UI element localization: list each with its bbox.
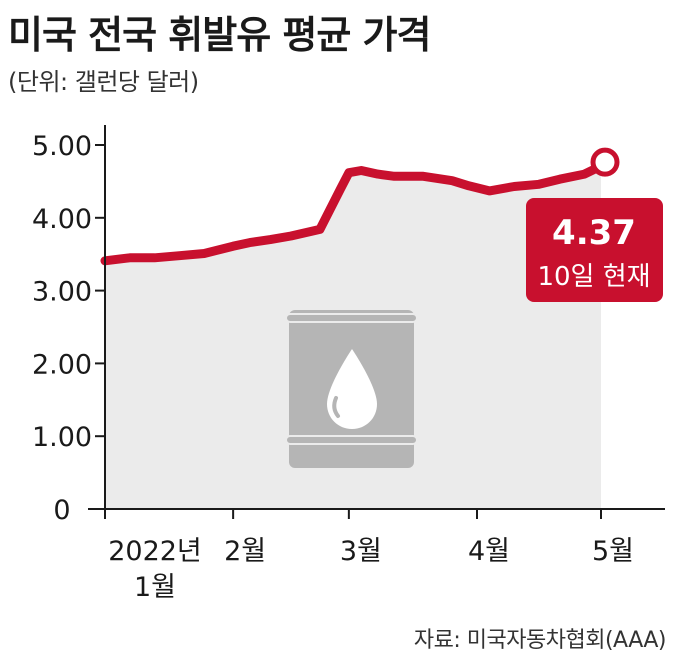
x-tick-label: 4월 xyxy=(468,536,510,567)
callout-value-label: 4.37 xyxy=(552,213,636,253)
y-tick-label: 3.00 xyxy=(32,277,92,308)
y-tick-label: 5.00 xyxy=(32,131,92,162)
oil-barrel-icon xyxy=(285,310,418,468)
y-tick-label: 2.00 xyxy=(32,349,92,380)
y-tick-label: 1.00 xyxy=(32,422,92,453)
x-tick-label: 2022년 xyxy=(108,536,202,567)
series-line xyxy=(100,161,606,266)
y-tick-label: 0 xyxy=(53,495,70,526)
x-tick-label: 5월 xyxy=(592,536,634,567)
latest-point-marker xyxy=(590,147,620,177)
x-tick-label: 3월 xyxy=(340,536,382,567)
y-tick-label: 4.00 xyxy=(32,204,92,235)
callout-date-label: 10일 현재 xyxy=(537,262,650,292)
chart-title: 미국 전국 휘발유 평균 가격 xyxy=(8,13,431,57)
chart-subtitle: (단위: 갤런당 달러) xyxy=(8,68,199,96)
current-value-callout: 4.37 10일 현재 xyxy=(526,198,663,302)
x-tick-label: 2월 xyxy=(224,536,266,567)
x-tick-label: 1월 xyxy=(134,572,176,603)
source-note: 자료: 미국자동차협회(AAA) xyxy=(413,628,667,653)
oil-drop-icon xyxy=(327,349,377,429)
